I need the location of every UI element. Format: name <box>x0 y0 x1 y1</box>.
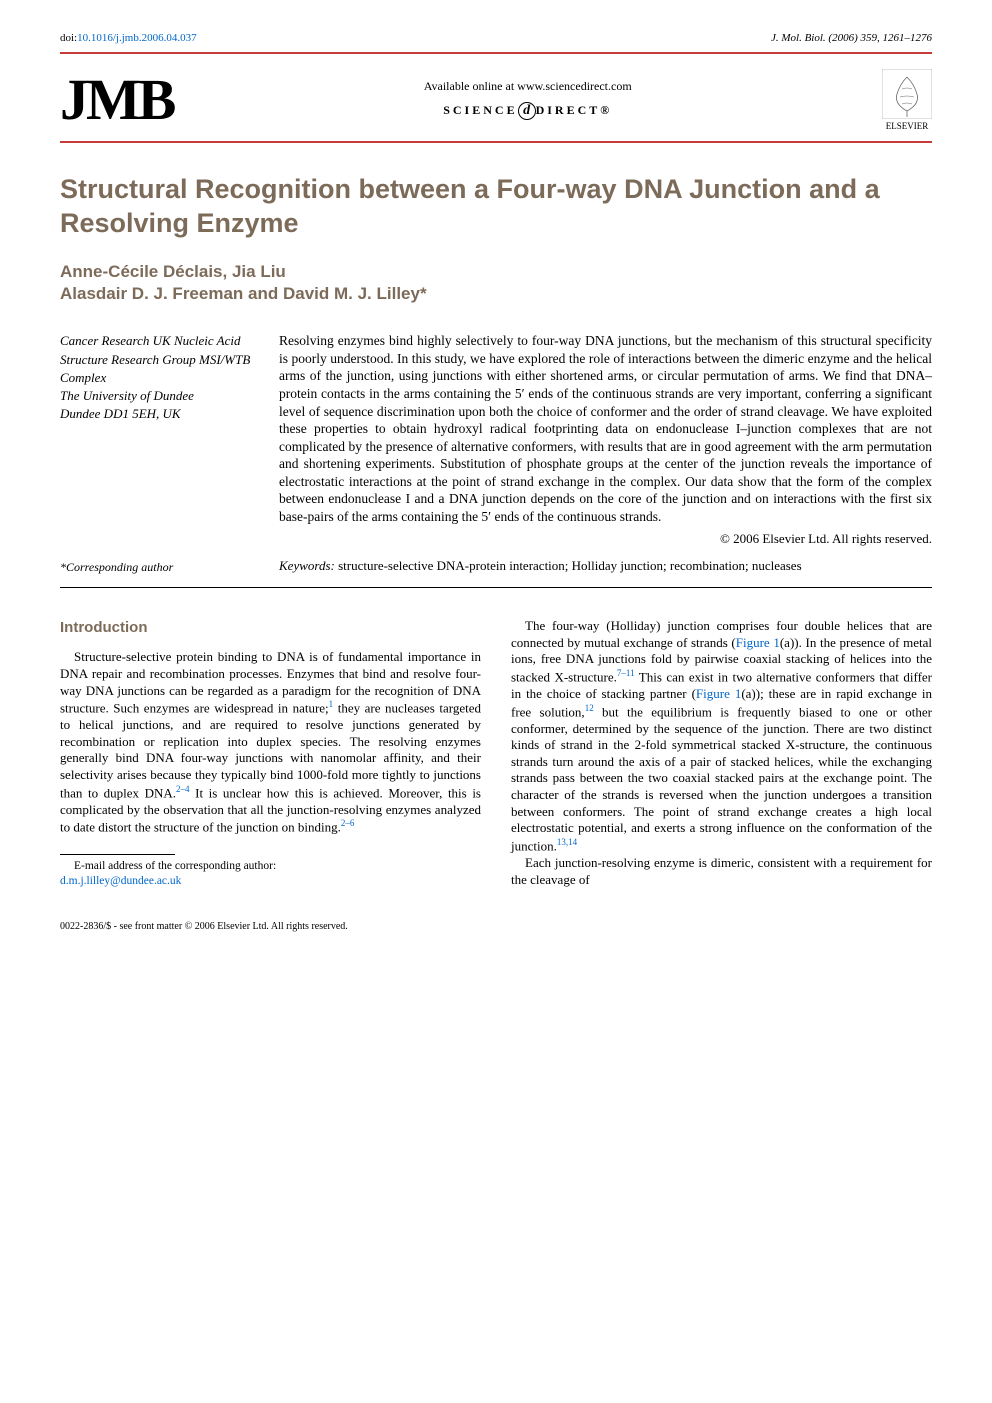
ref-12[interactable]: 12 <box>585 703 594 713</box>
header-bottom-rule <box>60 141 932 143</box>
jmb-logo: JMB <box>60 66 173 133</box>
doi-text: doi:10.1016/j.jmb.2006.04.037 <box>60 32 197 44</box>
ref-2-4[interactable]: 2–4 <box>176 784 190 794</box>
elsevier-tree-icon <box>882 69 932 119</box>
figure-1-link-a[interactable]: Figure 1 <box>736 635 780 650</box>
abstract-body: Resolving enzymes bind highly selectivel… <box>279 333 932 523</box>
introduction-heading: Introduction <box>60 618 481 637</box>
figure-1-link-b[interactable]: Figure 1 <box>696 686 741 701</box>
abstract-divider <box>60 587 932 588</box>
right-column: The four-way (Holliday) junction compris… <box>511 618 932 889</box>
article-title: Structural Recognition between a Four-wa… <box>60 173 932 241</box>
header-block: JMB Available online at www.sciencedirec… <box>60 66 932 133</box>
sd-at-icon: d <box>518 102 536 120</box>
header-center: Available online at www.sciencedirect.co… <box>173 79 882 120</box>
footer-copyright: 0022-2836/$ - see front matter © 2006 El… <box>60 921 932 932</box>
corresponding-author-label: *Corresponding author <box>60 560 255 575</box>
ref-2-6[interactable]: 2–6 <box>341 818 355 828</box>
keywords: Keywords: structure-selective DNA-protei… <box>279 558 932 575</box>
journal-reference: J. Mol. Biol. (2006) 359, 1261–1276 <box>771 32 932 44</box>
ref-7-11[interactable]: 7–11 <box>617 668 635 678</box>
c2p1-e: but the equilibrium is frequently biased… <box>511 704 932 853</box>
abstract-text: Resolving enzymes bind highly selectivel… <box>279 332 932 548</box>
body-columns: Introduction Structure-selective protein… <box>60 618 932 889</box>
elsevier-label: ELSEVIER <box>886 121 929 131</box>
ref-13-14[interactable]: 13,14 <box>557 837 577 847</box>
corresponding-email[interactable]: d.m.j.lilley@dundee.ac.uk <box>60 875 181 887</box>
elsevier-logo: ELSEVIER <box>882 69 932 131</box>
footnote-divider <box>60 854 175 855</box>
available-online-text: Available online at www.sciencedirect.co… <box>173 79 882 94</box>
sd-part2: DIRECT® <box>536 103 613 117</box>
affiliation: Cancer Research UK Nucleic Acid Structur… <box>60 332 255 548</box>
sciencedirect-logo: SCIENCEdDIRECT® <box>173 102 882 120</box>
doi-row: doi:10.1016/j.jmb.2006.04.037 J. Mol. Bi… <box>60 32 932 44</box>
footnote-label: E-mail address of the corresponding auth… <box>74 860 276 872</box>
col2-paragraph-2: Each junction-resolving enzyme is dimeri… <box>511 855 932 888</box>
authors-list: Anne-Cécile Déclais, Jia LiuAlasdair D. … <box>60 261 932 307</box>
footnote: E-mail address of the corresponding auth… <box>60 859 481 889</box>
keywords-row: *Corresponding author Keywords: structur… <box>60 558 932 575</box>
doi-link[interactable]: 10.1016/j.jmb.2006.04.037 <box>77 32 196 44</box>
header-top-rule <box>60 52 932 54</box>
abstract-block: Cancer Research UK Nucleic Acid Structur… <box>60 332 932 548</box>
keywords-text: structure-selective DNA-protein interact… <box>335 558 802 573</box>
copyright-line: © 2006 Elsevier Ltd. All rights reserved… <box>279 531 932 548</box>
left-column: Introduction Structure-selective protein… <box>60 618 481 889</box>
sd-part1: SCIENCE <box>443 103 517 117</box>
col2-paragraph-1: The four-way (Holliday) junction compris… <box>511 618 932 855</box>
keywords-label: Keywords: <box>279 558 335 573</box>
intro-paragraph-1: Structure-selective protein binding to D… <box>60 649 481 836</box>
